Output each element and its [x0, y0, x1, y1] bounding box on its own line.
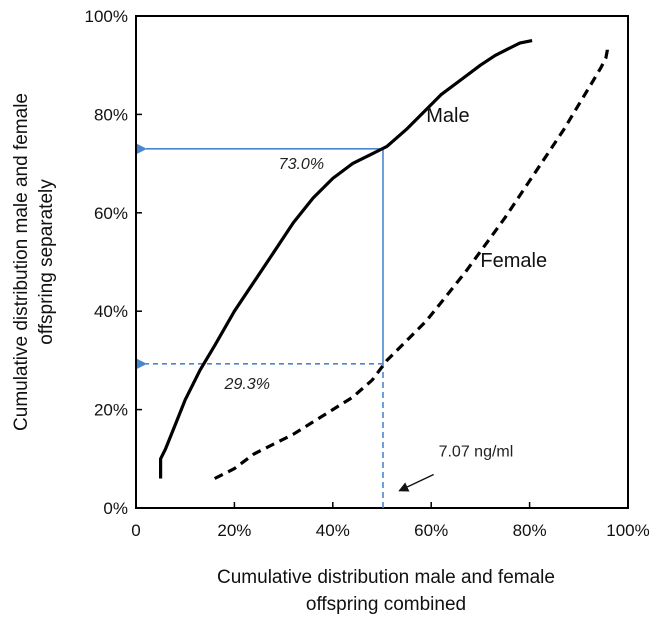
- series-label-female: Female: [480, 250, 547, 272]
- annotations: Male Female 73.0% 29.3% 7.07 ng/ml: [224, 105, 547, 492]
- x-tick-label: 80%: [513, 521, 547, 540]
- x-axis-title-line-2: offspring combined: [306, 594, 466, 615]
- y-tick-label: 20%: [94, 401, 128, 420]
- reference-x-label: 7.07 ng/ml: [439, 443, 514, 460]
- series-line-male: [159, 39, 533, 479]
- x-tick-label: 100%: [606, 521, 649, 540]
- series-label-male: Male: [426, 105, 469, 127]
- series-layer: [159, 39, 609, 480]
- plot-frame: [135, 15, 629, 509]
- y-tick-label: 100%: [85, 7, 128, 26]
- female-value-label: 29.3%: [224, 376, 270, 393]
- y-tick-label: 60%: [94, 204, 128, 223]
- y-axis-ticks: 0% 20% 40% 60% 80% 100%: [85, 7, 142, 518]
- x-tick-label: 0: [131, 521, 140, 540]
- x-axis-title-line-1: Cumulative distribution male and female: [217, 567, 555, 588]
- y-tick-label: 80%: [94, 105, 128, 124]
- x-tick-label: 20%: [217, 521, 251, 540]
- reference-x-pointer: [398, 473, 434, 492]
- male-value-label: 73.0%: [279, 156, 324, 173]
- x-axis-ticks: 0 20% 40% 60% 80% 100%: [131, 502, 650, 540]
- x-tick-label: 40%: [316, 521, 350, 540]
- y-tick-label: 0%: [103, 499, 128, 518]
- series-line-female: [213, 45, 609, 480]
- y-axis-title-line-2: offspring separately: [36, 179, 57, 345]
- x-tick-label: 60%: [414, 521, 448, 540]
- reference-lines: [137, 143, 384, 508]
- y-tick-label: 40%: [94, 302, 128, 321]
- y-axis-title-line-1: Cumulative distribution male and female: [11, 93, 32, 431]
